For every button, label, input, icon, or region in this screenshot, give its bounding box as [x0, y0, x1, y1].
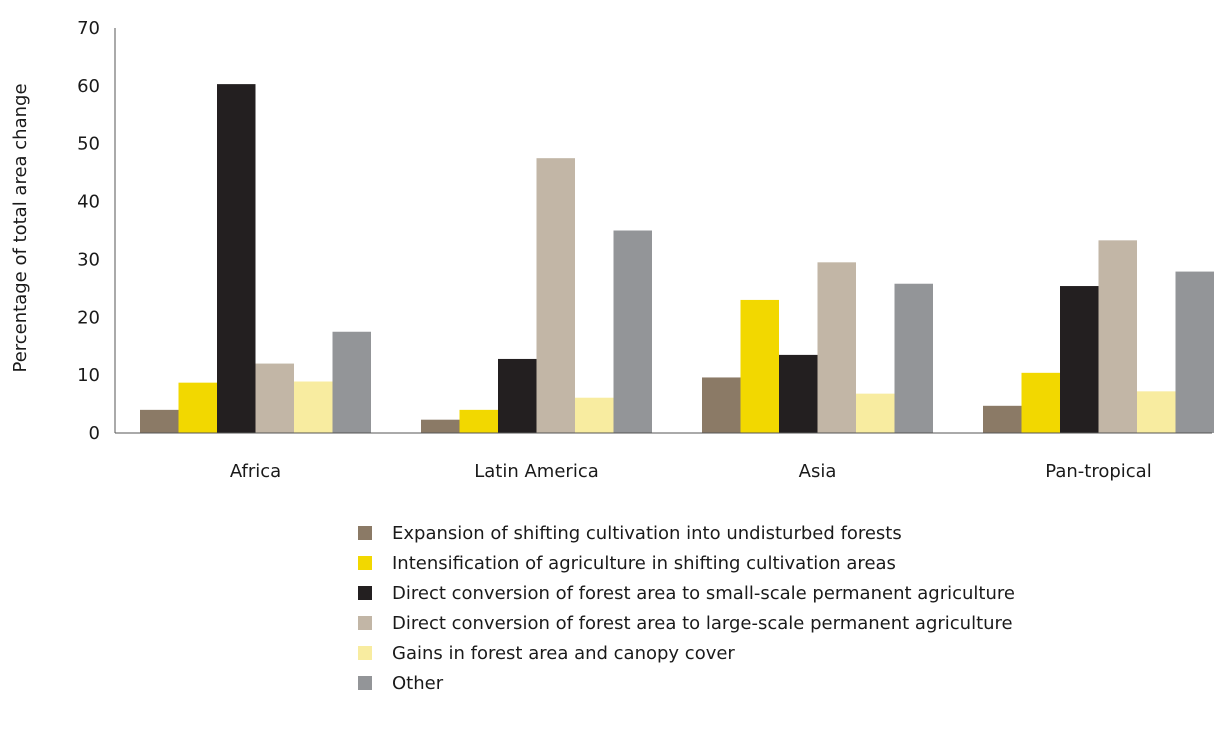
- y-tick-label: 30: [77, 249, 100, 270]
- legend-label: Expansion of shifting cultivation into u…: [392, 522, 902, 544]
- y-tick-label: 20: [77, 307, 100, 328]
- bar: [779, 354, 818, 433]
- bar: [613, 230, 652, 433]
- y-axis-title: Percentage of total area change: [10, 83, 31, 372]
- legend-item: Gains in forest area and canopy cover: [358, 638, 1015, 668]
- y-tick-label: 50: [77, 134, 100, 155]
- bar: [217, 84, 256, 433]
- bar-chart: 0 10 20 30 40 50 60 70 Africa Latin America Asia P…: [10, 18, 1214, 482]
- bar: [255, 363, 294, 433]
- bar: [740, 299, 779, 433]
- legend-label: Intensification of agriculture in shifti…: [392, 552, 896, 574]
- legend-item: Direct conversion of forest area to larg…: [358, 608, 1015, 638]
- bar: [1175, 271, 1214, 433]
- bar: [1021, 372, 1060, 433]
- bar: [178, 382, 217, 433]
- bar: [1137, 391, 1176, 433]
- legend-swatch: [358, 616, 372, 630]
- legend-swatch: [358, 586, 372, 600]
- bar: [702, 377, 741, 433]
- legend: Expansion of shifting cultivation into u…: [358, 518, 1015, 698]
- y-tick-label: 60: [77, 76, 100, 97]
- bars-group: [140, 84, 1214, 433]
- legend-item: Direct conversion of forest area to smal…: [358, 578, 1015, 608]
- bar: [536, 158, 575, 433]
- legend-swatch: [358, 526, 372, 540]
- bar: [1098, 240, 1137, 433]
- x-tick-label: Pan-tropical: [1045, 461, 1151, 482]
- bar: [856, 393, 895, 433]
- legend-swatch: [358, 676, 372, 690]
- y-tick-label: 70: [77, 18, 100, 39]
- bar: [294, 381, 333, 433]
- y-tick-label: 10: [77, 365, 100, 386]
- y-axis-ticks: 0 10 20 30 40 50 60 70: [77, 18, 100, 444]
- bar: [983, 405, 1022, 433]
- x-tick-label: Asia: [799, 461, 837, 482]
- bar: [894, 283, 933, 433]
- legend-label: Gains in forest area and canopy cover: [392, 642, 735, 664]
- bar: [421, 419, 460, 433]
- y-tick-label: 40: [77, 192, 100, 213]
- legend-label: Other: [392, 672, 444, 694]
- legend-label: Direct conversion of forest area to smal…: [392, 582, 1015, 604]
- y-tick-label: 0: [89, 423, 100, 444]
- bar: [140, 409, 179, 433]
- legend-swatch: [358, 646, 372, 660]
- bar: [1060, 286, 1099, 433]
- bar: [332, 331, 371, 433]
- bar: [459, 409, 498, 433]
- legend-item: Expansion of shifting cultivation into u…: [358, 518, 1015, 548]
- bar: [575, 397, 614, 433]
- legend-swatch: [358, 556, 372, 570]
- x-tick-label: Latin America: [474, 461, 599, 482]
- bar: [498, 358, 537, 433]
- x-axis-labels: Africa Latin America Asia Pan-tropical: [230, 461, 1152, 482]
- legend-item: Intensification of agriculture in shifti…: [358, 548, 1015, 578]
- x-tick-label: Africa: [230, 461, 281, 482]
- bar: [817, 262, 856, 433]
- legend-item: Other: [358, 668, 1015, 698]
- legend-label: Direct conversion of forest area to larg…: [392, 612, 1013, 634]
